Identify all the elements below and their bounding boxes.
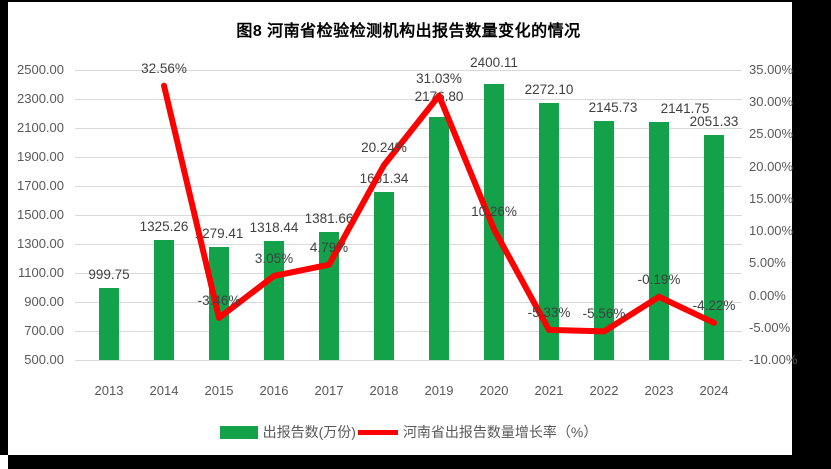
bar-value-label: 2145.73 [588, 100, 638, 116]
growth-rate-label: 31.03% [416, 70, 462, 86]
bar-2013[interactable] [99, 287, 119, 360]
gridline [75, 99, 742, 100]
growth-rate-label: -0.19% [637, 271, 681, 287]
bar-value-label: 1325.26 [139, 219, 189, 235]
bar-value-label: 1279.41 [194, 225, 244, 241]
gridline [75, 273, 742, 274]
right-axis-tick: 30.00% [749, 94, 794, 110]
left-axis-tick: 700.00 [24, 323, 64, 338]
left-axis-tick: 2100.00 [17, 120, 64, 135]
growth-rate-label: -4.22% [692, 297, 736, 313]
left-axis-tick: 900.00 [24, 294, 64, 309]
bottom-left-notch [0, 455, 8, 469]
growth-rate-label: -3.46% [197, 292, 241, 308]
bar-2019[interactable] [429, 116, 449, 360]
left-axis-tick: 1300.00 [17, 236, 64, 251]
chart-sheet: 图8 河南省检验检测机构出报告数量变化的情况 500.00 700.00 900.0… [8, 2, 797, 455]
gridline [75, 302, 742, 303]
gridline [75, 215, 742, 216]
bar-2022[interactable] [594, 121, 614, 360]
x-axis-tick: 2017 [314, 383, 344, 398]
bar-value-label: 1318.44 [249, 220, 299, 236]
bar-value-label: 2141.75 [660, 100, 710, 116]
bar-value-label: 2272.10 [524, 82, 574, 98]
left-axis-tick: 1900.00 [17, 149, 64, 164]
legend-item-line[interactable]: 河南省出报告数量增长率（%） [357, 422, 598, 442]
bar-value-label: 1381.66 [304, 211, 354, 227]
left-axis-tick: 2300.00 [17, 91, 64, 106]
line-swatch-icon [357, 429, 398, 435]
right-axis-tick: -10.00% [749, 352, 798, 367]
growth-rate-label: -5.33% [527, 304, 571, 320]
bar-2021[interactable] [539, 103, 559, 360]
left-axis-tick: 1700.00 [17, 178, 64, 193]
right-axis-tick: 0.00% [749, 287, 786, 303]
growth-rate-label: -5.56% [582, 306, 626, 322]
x-axis-tick: 2013 [94, 383, 124, 398]
right-axis-tick: 10.00% [749, 223, 794, 239]
bar-value-label: 2400.11 [470, 55, 518, 71]
bar-2016[interactable] [264, 241, 284, 360]
left-axis-tick: 500.00 [24, 352, 64, 367]
left-axis-tick: 2500.00 [17, 62, 64, 77]
right-axis-tick: 15.00% [749, 190, 794, 206]
growth-rate-label: 32.56% [141, 60, 187, 76]
bar-2015[interactable] [209, 246, 229, 360]
bar-value-label: 2051.33 [689, 114, 739, 130]
growth-rate-label: 20.24% [361, 140, 407, 156]
legend-item-bar[interactable]: 出报告数(万份) [219, 422, 356, 442]
x-axis-tick: 2020 [479, 383, 509, 398]
gridline [75, 186, 742, 187]
x-axis-tick: 2021 [534, 383, 564, 398]
left-axis-tick: 1500.00 [17, 207, 64, 222]
gridline [75, 360, 742, 361]
x-axis-tick: 2015 [204, 383, 234, 398]
growth-rate-label: 4.79% [309, 239, 349, 255]
growth-rate-label: 3.05% [254, 250, 294, 266]
chart-title: 图8 河南省检验检测机构出报告数量变化的情况 [236, 23, 581, 40]
x-axis-tick: 2022 [589, 383, 619, 398]
bar-2024[interactable] [704, 135, 724, 360]
x-axis-tick: 2023 [644, 383, 674, 398]
left-axis-tick: 1100.00 [17, 265, 64, 280]
right-axis-tick: 5.00% [749, 255, 786, 271]
legend: 出报告数(万份) 河南省出报告数量增长率（%） [75, 421, 742, 443]
growth-rate-label: 10.26% [471, 204, 517, 220]
x-axis-tick: 2014 [149, 383, 179, 398]
gridline [75, 128, 742, 129]
gridline [75, 331, 742, 332]
x-axis-tick: 2016 [259, 383, 289, 398]
legend-label: 出报告数(万份) [262, 424, 356, 440]
gridline [75, 244, 742, 245]
right-axis-tick: 25.00% [749, 126, 794, 142]
gridline [75, 157, 742, 158]
growth-rate-line[interactable] [161, 82, 717, 335]
right-axis-tick: 35.00% [749, 62, 794, 77]
bar-2014[interactable] [154, 240, 174, 360]
line-series[interactable] [8, 2, 792, 455]
x-axis-tick: 2019 [424, 383, 454, 398]
bar-swatch-icon [219, 425, 258, 439]
x-axis-tick: 2024 [699, 383, 729, 398]
right-axis-tick: 20.00% [749, 158, 794, 174]
right-axis-tick: -5.00% [749, 319, 791, 335]
gridline [75, 70, 742, 71]
bar-2018[interactable] [374, 191, 394, 360]
bar-value-label: 999.75 [88, 266, 130, 282]
x-axis-tick: 2018 [369, 383, 399, 398]
legend-label: 河南省出报告数量增长率（%） [402, 424, 598, 440]
